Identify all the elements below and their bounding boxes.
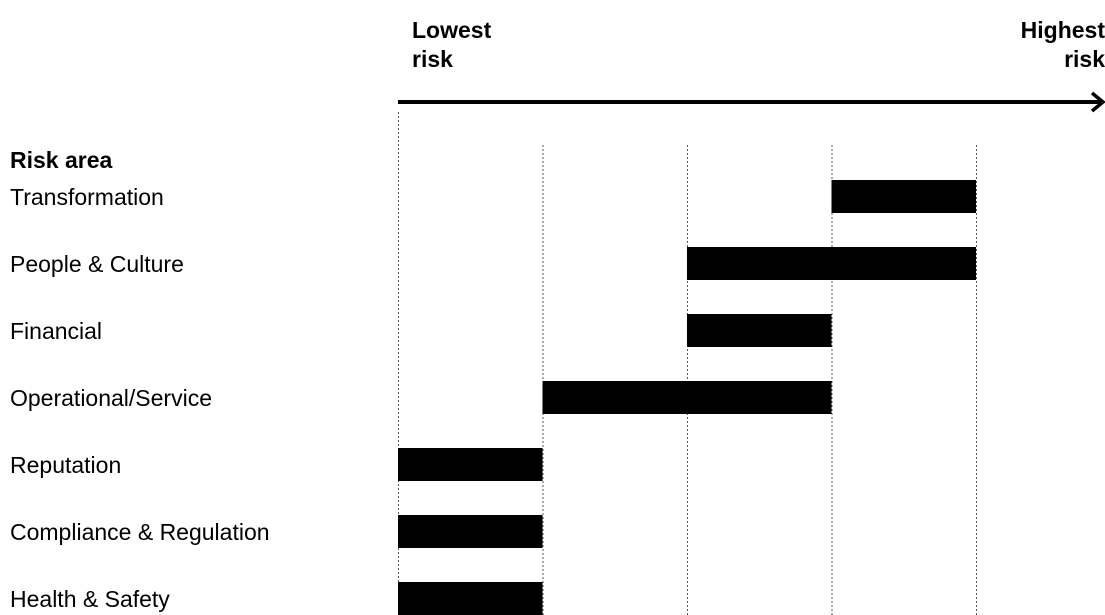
- lowest-risk-label: Lowest risk: [412, 17, 492, 72]
- risk-range-bar: [398, 582, 543, 615]
- highest-risk-label: Highest risk: [1020, 17, 1105, 72]
- category-label: People & Culture: [10, 251, 184, 277]
- category-label: Transformation: [10, 184, 164, 210]
- arrow-head-icon: [1090, 91, 1105, 113]
- risk-range-bar: [687, 247, 976, 280]
- risk-range-bar: [687, 314, 832, 347]
- category-label: Health & Safety: [10, 586, 170, 612]
- risk-range-bar: [542, 381, 832, 414]
- risk-range-bar: [398, 515, 543, 548]
- risk-range-bar: [831, 180, 976, 213]
- category-label: Operational/Service: [10, 385, 212, 411]
- risk-range-bar: [398, 448, 543, 481]
- category-label: Compliance & Regulation: [10, 519, 270, 545]
- category-label: Financial: [10, 318, 103, 344]
- category-label: Reputation: [10, 452, 122, 478]
- risk-area-heading: Risk area: [10, 147, 113, 173]
